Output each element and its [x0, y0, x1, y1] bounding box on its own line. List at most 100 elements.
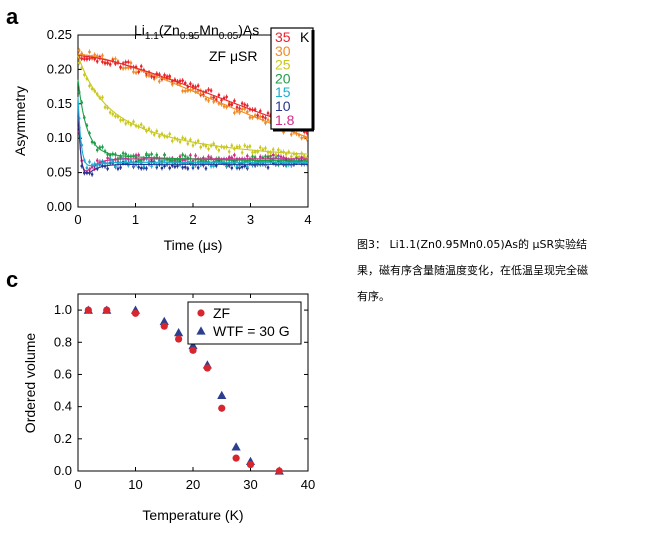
data-point [171, 164, 174, 167]
data-point [147, 127, 151, 131]
data-point [290, 155, 293, 158]
data-point [80, 57, 84, 60]
data-point [181, 166, 184, 169]
data-point [88, 84, 91, 88]
data-point [235, 106, 239, 109]
data-point [181, 153, 184, 157]
x-tick-label-a: 0 [74, 212, 81, 227]
data-point [158, 80, 161, 83]
data-point [266, 111, 270, 115]
data-point [88, 160, 91, 164]
y-tick-label-c: 0.2 [54, 431, 72, 446]
data-point [119, 118, 122, 122]
data-point [230, 103, 234, 107]
data-point [121, 151, 125, 155]
data-point [103, 105, 107, 109]
legend-entry-35K: 35 [275, 29, 291, 45]
data-point [114, 114, 117, 118]
data-point [275, 467, 283, 475]
data-point [261, 148, 265, 151]
x-tick-label-a: 1 [132, 212, 139, 227]
data-point [246, 110, 249, 114]
data-point [168, 74, 172, 78]
data-point [194, 154, 197, 157]
data-point [212, 164, 215, 168]
data-point [137, 153, 140, 157]
x-tick-label-a: 3 [247, 212, 254, 227]
data-point [134, 71, 138, 74]
data-point [134, 153, 138, 157]
data-point [248, 145, 252, 148]
legend-c: ZF WTF = 30 G [187, 301, 302, 345]
data-point [174, 328, 184, 337]
data-point [171, 139, 174, 143]
zf-musr-annotation: ZF μSR [209, 48, 258, 64]
y-tick-label-a: 0.05 [47, 165, 72, 180]
data-point [139, 158, 143, 162]
data-point [106, 156, 109, 160]
y-tick-label-a: 0.00 [47, 199, 72, 214]
data-point [114, 165, 117, 168]
data-point [204, 167, 208, 170]
data-point [116, 167, 120, 170]
data-point [137, 70, 140, 74]
legend-unit: K [300, 29, 310, 45]
data-point [266, 166, 270, 169]
data-point [124, 152, 128, 156]
data-point [163, 159, 166, 162]
data-point [297, 155, 301, 159]
data-point [168, 159, 172, 162]
data-point [95, 148, 99, 152]
data-point [214, 164, 218, 167]
data-point [196, 166, 200, 169]
data-point [300, 136, 303, 140]
data-point [129, 123, 133, 126]
data-point [217, 390, 227, 400]
data-point [132, 120, 135, 124]
y-tick-label-a: 0.15 [47, 96, 72, 111]
data-point [186, 142, 190, 145]
sample-formula: Li1.1(Zn0.95Mn0.05)As [134, 22, 259, 42]
figure-caption: 图3： Li1.1(Zn0.95Mn0.05)As的 μSR实验结果，磁有序含量… [357, 238, 588, 303]
data-point [243, 107, 247, 111]
fit-curve-25K [77, 55, 309, 155]
legend-entry-zf: ZF [213, 305, 230, 321]
data-point [124, 122, 128, 125]
legend-entry-30K: 30 [275, 43, 291, 59]
data-point [183, 154, 187, 158]
data-point [209, 164, 213, 168]
legend-entry-1.8K: 1.8 [275, 112, 295, 128]
data-point [114, 57, 117, 61]
data-point [189, 138, 192, 142]
legend-marker-circle [197, 309, 205, 317]
data-point [108, 62, 112, 66]
data-point [243, 164, 247, 168]
data-point [77, 61, 81, 65]
legend-entry-25K: 25 [275, 57, 291, 73]
data-point [253, 114, 257, 117]
data-point [243, 144, 247, 147]
x-axis-label-c: Temperature (K) [142, 507, 243, 523]
data-point [258, 109, 262, 113]
data-point [124, 60, 128, 64]
data-point [155, 129, 159, 133]
data-point [217, 93, 221, 97]
data-point [127, 66, 130, 70]
data-point [181, 89, 184, 93]
data-point [196, 84, 200, 88]
data-point [246, 460, 255, 469]
data-point [218, 404, 226, 412]
y-axis-label-a: Asymmetry [12, 86, 28, 156]
data-point [191, 144, 195, 147]
data-point [93, 53, 96, 57]
data-point [189, 82, 192, 86]
data-point [238, 107, 241, 110]
data-point [214, 146, 218, 149]
data-point [129, 61, 133, 65]
data-point [230, 144, 234, 147]
data-point [139, 166, 143, 170]
data-point [305, 137, 309, 141]
data-point [258, 155, 262, 159]
data-point [119, 166, 122, 169]
